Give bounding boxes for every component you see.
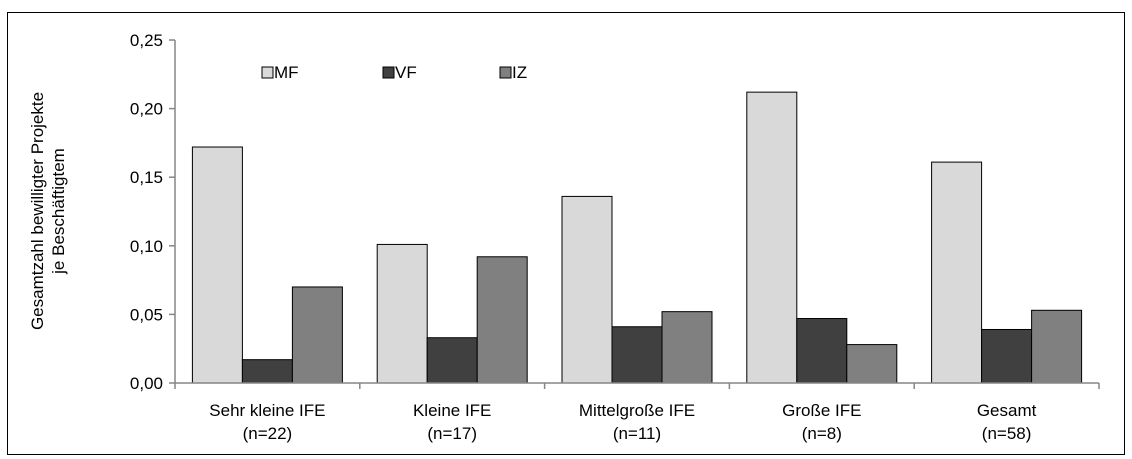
x-category-count: (n=58) (982, 424, 1032, 443)
legend-label-vf: VF (395, 63, 417, 82)
bar-iz (1031, 309, 1083, 384)
y-axis-label-line1: Gesamtzahl bewilligter Projekte (28, 92, 47, 330)
y-tick-label: 0,15 (130, 168, 163, 187)
legend-label-mf: MF (274, 63, 299, 82)
y-axis: 0,00 0,05 0,10 0,15 0,20 0,25 (130, 31, 176, 393)
bar-vf (796, 318, 848, 384)
bar-mf (191, 146, 243, 384)
y-tick-label: 0,25 (130, 31, 163, 50)
bar-mf (561, 195, 613, 384)
x-category-count: (n=11) (613, 424, 661, 443)
x-category-label: Große IFE (782, 401, 861, 420)
bar-mf (931, 161, 983, 384)
bar-iz (476, 256, 528, 384)
legend-swatch-iz (499, 66, 512, 79)
y-tick-label: 0,20 (130, 100, 163, 119)
y-tick-label: 0,05 (130, 305, 163, 324)
bar-vf (241, 359, 293, 384)
bar-mf (376, 243, 428, 384)
legend-swatch-vf (382, 66, 395, 79)
y-axis-label-line2: je Beschäftigtem (49, 148, 68, 275)
chart-frame: Gesamtzahl bewilligter Projekte je Besch… (7, 12, 1125, 455)
x-category-count: (n=22) (243, 424, 293, 443)
x-category-label: Kleine IFE (413, 401, 491, 420)
y-tick-label: 0,10 (130, 237, 163, 256)
y-axis-label: Gesamtzahl bewilligter Projekte je Besch… (28, 92, 68, 330)
bar-iz (661, 311, 713, 384)
x-category-count: (n=17) (427, 424, 477, 443)
x-category-label: Gesamt (977, 401, 1037, 420)
legend-swatch-mf (261, 66, 274, 79)
bar-vf (981, 328, 1033, 384)
x-category-count: (n=8) (802, 424, 842, 443)
bar-iz (846, 344, 898, 384)
bar-iz (291, 286, 343, 384)
x-category-label: Mittelgroße IFE (579, 401, 695, 420)
y-tick-label: 0,00 (130, 374, 163, 393)
x-category-label: Sehr kleine IFE (209, 401, 325, 420)
legend: MF VF IZ (261, 63, 527, 82)
bar-vf (426, 337, 478, 384)
x-axis: Sehr kleine IFE (n=22) Kleine IFE (n=17) Mit… (174, 382, 1100, 443)
bar-mf (746, 91, 798, 384)
legend-label-iz: IZ (512, 63, 527, 82)
bar-chart: Gesamtzahl bewilligter Projekte je Besch… (28, 31, 1100, 443)
bar-vf (611, 326, 663, 384)
bars (191, 91, 1083, 384)
